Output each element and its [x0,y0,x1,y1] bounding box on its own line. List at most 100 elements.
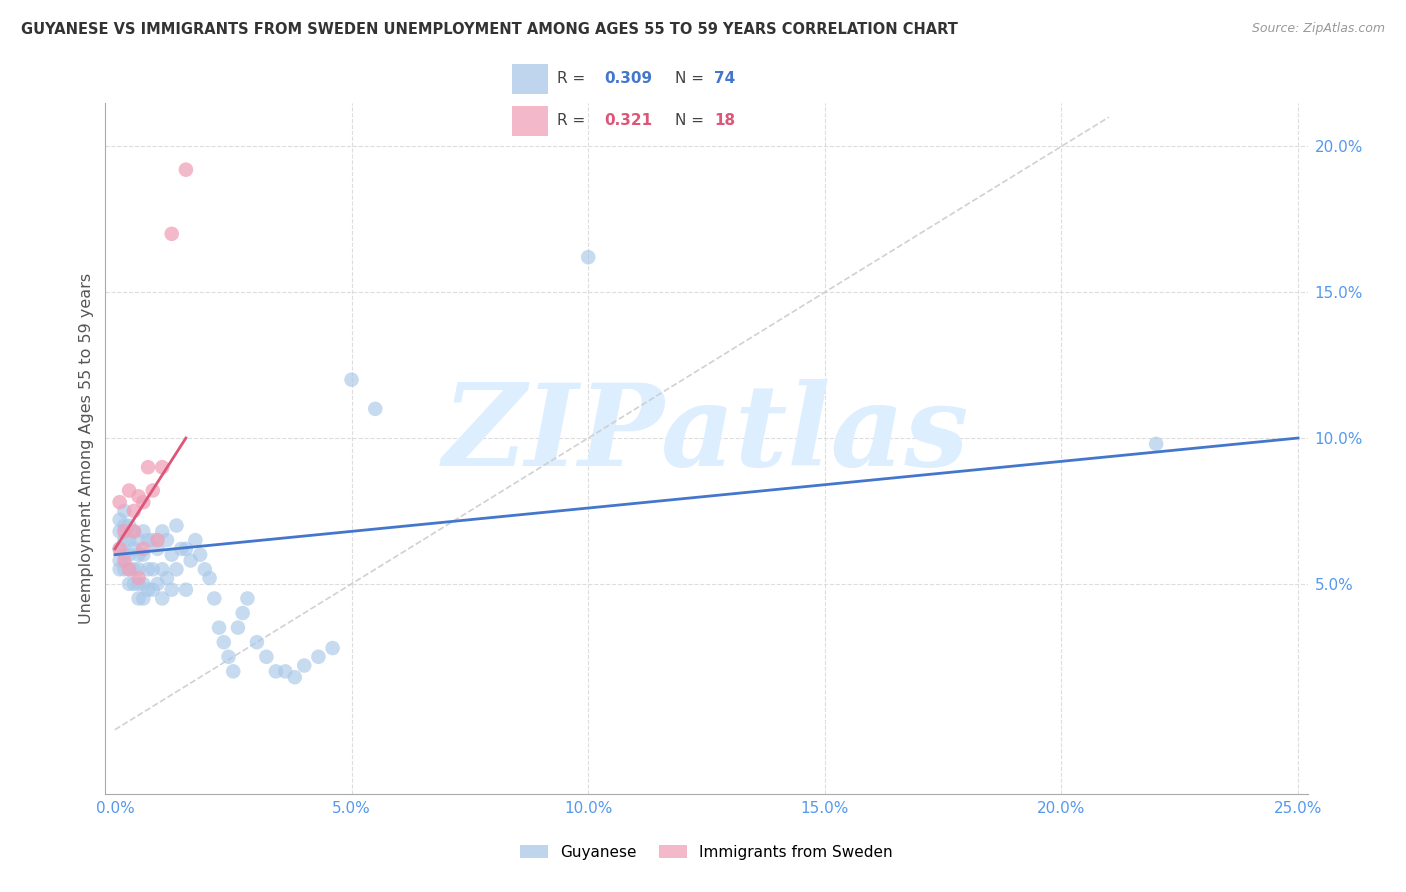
Point [128,577,150,591]
Point [118,577,141,591]
Point [232,606,254,620]
Point [132,577,155,591]
Point [132,591,155,606]
Point [307,649,329,664]
Point [122,504,145,518]
Point [132,548,155,562]
Point [218,649,240,664]
Point [174,162,197,177]
Point [118,562,141,576]
Point [142,533,165,548]
Point [142,562,165,576]
Bar [512,106,548,136]
Point [174,582,197,597]
Point [136,460,159,475]
Legend: Guyanese, Immigrants from Sweden: Guyanese, Immigrants from Sweden [515,838,898,866]
Point [112,518,135,533]
Point [156,533,179,548]
Point [150,524,173,539]
Point [142,483,165,498]
Point [292,658,315,673]
Point [132,524,155,539]
Point [108,562,131,576]
Point [136,533,159,548]
Point [150,460,173,475]
Point [128,591,150,606]
Point [118,562,141,576]
Text: GUYANESE VS IMMIGRANTS FROM SWEDEN UNEMPLOYMENT AMONG AGES 55 TO 59 YEARS CORREL: GUYANESE VS IMMIGRANTS FROM SWEDEN UNEMP… [21,22,957,37]
Y-axis label: Unemployment Among Ages 55 to 59 years: Unemployment Among Ages 55 to 59 years [79,273,94,624]
Point [322,640,344,655]
Text: Source: ZipAtlas.com: Source: ZipAtlas.com [1251,22,1385,36]
Point [136,562,159,576]
Point [254,649,277,664]
Point [122,562,145,576]
Point [128,489,150,503]
Point [150,562,173,576]
Point [194,562,217,576]
Point [364,401,387,416]
Point [165,562,187,576]
Point [170,541,193,556]
Point [128,533,150,548]
Point [108,553,131,567]
Point [132,541,155,556]
Point [118,518,141,533]
Point [340,373,363,387]
Point [174,541,197,556]
Text: 18: 18 [714,113,735,128]
Point [222,665,245,679]
Point [136,582,159,597]
Point [108,541,131,556]
Text: 74: 74 [714,71,735,87]
Point [246,635,269,649]
Point [108,495,131,509]
Point [212,635,235,649]
Text: 0.309: 0.309 [605,71,652,87]
Text: R =: R = [557,71,591,87]
Point [576,250,599,264]
Text: R =: R = [557,113,591,128]
Point [112,533,135,548]
Point [128,548,150,562]
Point [226,621,249,635]
Point [118,533,141,548]
Point [274,665,297,679]
Text: N =: N = [675,71,709,87]
Point [160,227,183,241]
Point [128,571,150,585]
Text: 0.321: 0.321 [605,113,652,128]
Point [122,541,145,556]
Point [108,524,131,539]
Point [188,548,211,562]
Point [150,591,173,606]
Point [160,582,183,597]
Point [146,541,169,556]
Point [156,571,179,585]
Point [112,562,135,576]
Point [122,524,145,539]
Point [142,582,165,597]
Bar [512,64,548,94]
Point [146,533,169,548]
Point [146,577,169,591]
Point [118,483,141,498]
Text: ZIPatlas: ZIPatlas [443,379,970,490]
Point [264,665,287,679]
Point [198,571,221,585]
Point [118,548,141,562]
Point [108,541,131,556]
Point [236,591,259,606]
Point [284,670,307,684]
Point [165,518,187,533]
Point [112,524,135,539]
Point [208,621,231,635]
Point [202,591,225,606]
Point [128,562,150,576]
Point [108,513,131,527]
Point [184,533,207,548]
Point [180,553,202,567]
Point [122,577,145,591]
Text: N =: N = [675,113,709,128]
Point [112,548,135,562]
